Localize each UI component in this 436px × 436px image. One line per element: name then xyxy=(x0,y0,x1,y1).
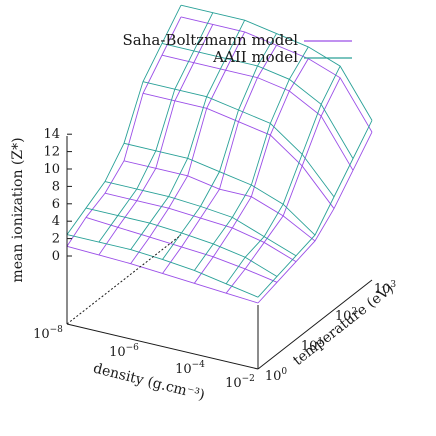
z-tick-label: 14 xyxy=(43,127,60,142)
surface-series-aaii xyxy=(66,4,373,298)
y-tick-label: 100 xyxy=(265,367,288,384)
legend-label-saha: Saha-Boltzmann model xyxy=(123,31,299,49)
y-tick-label: 103 xyxy=(374,280,397,297)
surface-line-temperature xyxy=(257,120,373,298)
x-tick-label: 10−8 xyxy=(33,325,63,342)
x-tick-label: 10−6 xyxy=(109,343,139,360)
surface-line-temperature xyxy=(225,65,341,285)
surface-line-temperature xyxy=(193,58,309,284)
surface-line-temperature xyxy=(225,77,341,294)
surface-line-temperature xyxy=(130,31,246,264)
legend-label-aaii: AAII model xyxy=(212,48,298,66)
surface-line-temperature xyxy=(257,131,373,304)
y-tick-label: 102 xyxy=(335,307,357,324)
surface-line-density xyxy=(66,234,259,298)
y-axis-line xyxy=(257,279,373,370)
z-tick-label: 6 xyxy=(52,197,60,212)
z-tick-label: 10 xyxy=(43,162,60,177)
surface-line-temperature xyxy=(193,46,309,271)
axis-box xyxy=(66,136,373,370)
surface-line-density xyxy=(161,54,354,171)
surface-line-temperature xyxy=(130,19,246,250)
z-ticks: 0 2 4 6 8 10 12 14 xyxy=(43,127,72,264)
surface-line-temperature xyxy=(66,4,182,235)
z-tick-label: 8 xyxy=(52,179,60,194)
legend: Saha-Boltzmann model AAII model xyxy=(123,31,352,66)
surface-line-temperature xyxy=(98,24,214,256)
surface-line-density xyxy=(123,160,316,242)
z-tick-label: 2 xyxy=(52,232,60,247)
y-ticks: 100 101 102 103 xyxy=(265,280,397,384)
y-axis-label: temperature (eV) xyxy=(290,281,397,369)
surface-line-temperature xyxy=(162,33,277,260)
surface-line-density xyxy=(66,245,259,304)
x-tick-label: 10−4 xyxy=(175,360,205,377)
z-tick-label: 12 xyxy=(43,145,60,160)
z-axis-label: mean ionization (Z*) xyxy=(10,137,26,282)
surface-plot xyxy=(66,4,373,304)
floor-back-edge xyxy=(66,234,182,325)
surface-line-density xyxy=(104,192,297,263)
z-tick-label: 4 xyxy=(52,214,60,229)
x-axis-line xyxy=(66,323,259,370)
z-tick-label: 0 xyxy=(52,249,60,264)
x-tick-label: 10−2 xyxy=(225,374,255,391)
surface-series-saha xyxy=(66,16,373,304)
surface-line-temperature xyxy=(98,12,214,243)
surface-line-temperature xyxy=(66,16,182,247)
y-tick-label: 101 xyxy=(301,337,323,354)
surface-line-temperature xyxy=(162,45,277,274)
x-ticks: 10−8 10−6 10−4 10−2 xyxy=(33,325,255,391)
